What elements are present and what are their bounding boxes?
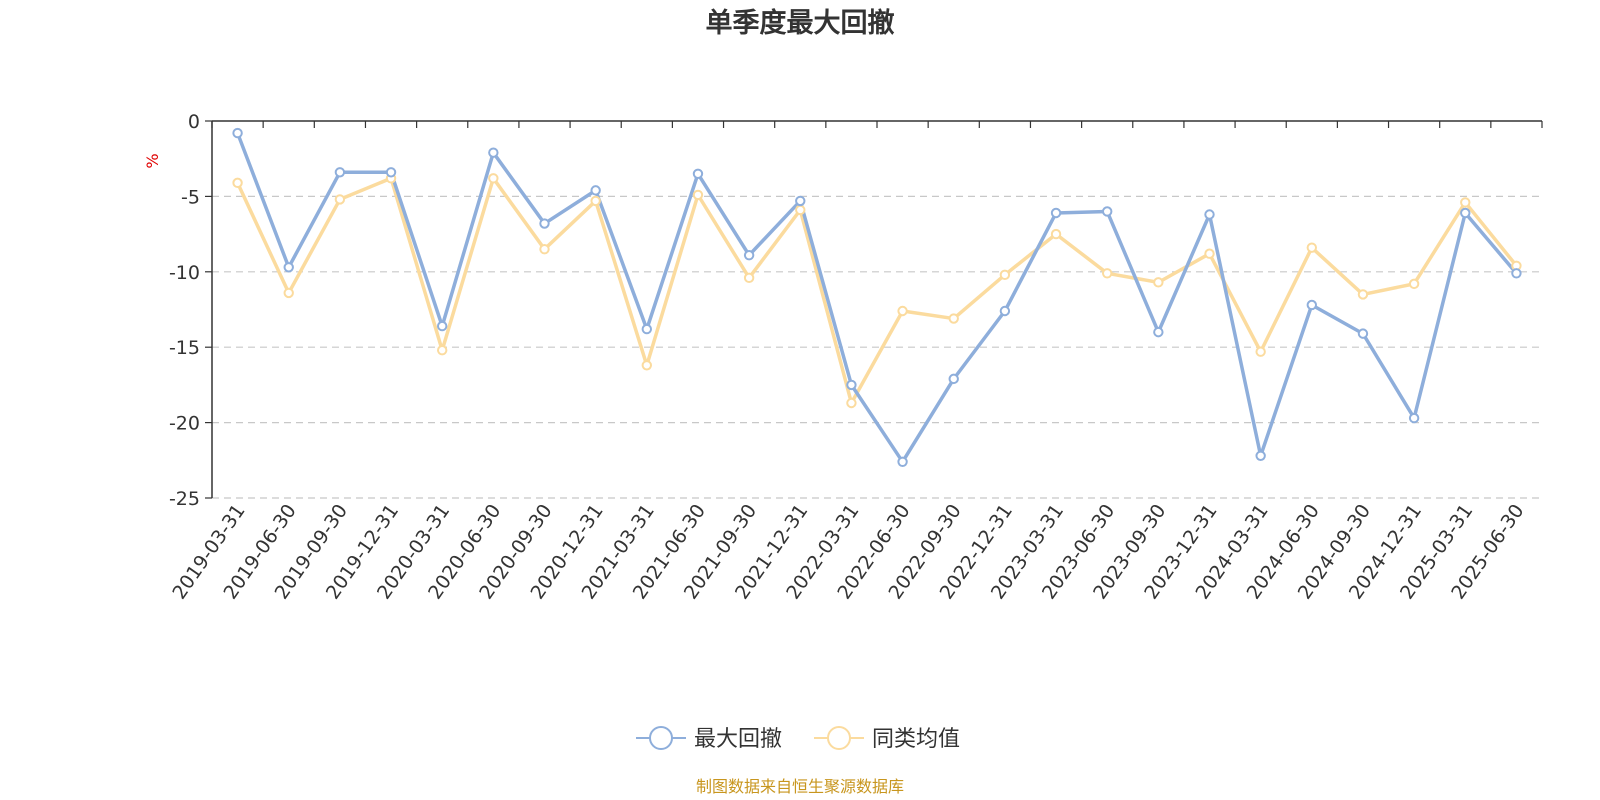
- legend-marker-1: [827, 726, 851, 750]
- y-tick-label: -15: [169, 337, 200, 359]
- data-point-series-0: [1204, 209, 1215, 220]
- data-point-series-1: [692, 189, 704, 201]
- data-point-series-1: [999, 269, 1011, 281]
- data-point-series-1: [1050, 228, 1062, 240]
- data-point-series-1: [590, 195, 601, 207]
- data-point-series-1: [795, 204, 806, 216]
- source-note: 制图数据来自恒生聚源数据库: [696, 777, 904, 796]
- y-axis-unit-label: %: [143, 153, 162, 168]
- data-point-series-1: [283, 287, 294, 299]
- data-point-series-0: [334, 167, 346, 178]
- data-point-series-0: [385, 167, 397, 178]
- data-point-series-0: [1153, 326, 1164, 338]
- data-point-series-1: [1153, 277, 1164, 288]
- data-point-series-0: [1511, 268, 1522, 279]
- data-point-series-0: [999, 305, 1011, 317]
- series-line-0: [235, 131, 1519, 464]
- data-point-series-1: [232, 177, 243, 189]
- y-tick-label: -5: [181, 186, 200, 208]
- y-tick-label: -25: [169, 488, 200, 510]
- data-point-series-1: [1408, 278, 1420, 290]
- data-point-series-1: [1101, 268, 1113, 279]
- y-tick-label: -20: [169, 413, 200, 435]
- data-point-series-1: [1306, 242, 1318, 253]
- legend-label-0: 最大回撤: [694, 727, 782, 752]
- data-point-series-0: [539, 218, 550, 229]
- data-point-series-0: [795, 195, 806, 207]
- data-point-series-1: [641, 360, 653, 371]
- data-point-series-1: [1357, 289, 1369, 300]
- data-point-series-0: [743, 250, 755, 261]
- data-point-series-1: [948, 313, 959, 324]
- data-point-series-0: [1101, 206, 1113, 217]
- data-point-series-1: [539, 243, 550, 255]
- data-point-series-0: [232, 127, 243, 139]
- data-point-series-0: [641, 323, 653, 335]
- data-point-series-1: [1460, 197, 1471, 208]
- data-point-series-0: [1050, 207, 1062, 219]
- y-tick-label: -10: [169, 262, 200, 284]
- data-point-series-1: [846, 397, 857, 409]
- data-point-series-0: [488, 147, 499, 158]
- series-line-1: [235, 176, 1519, 405]
- data-point-series-0: [1408, 412, 1420, 424]
- data-point-series-0: [1460, 207, 1471, 219]
- data-point-series-1: [1255, 346, 1266, 357]
- data-point-series-0: [436, 320, 448, 332]
- data-point-series-1: [897, 305, 908, 317]
- data-point-series-0: [897, 456, 908, 468]
- data-point-series-0: [1255, 450, 1266, 461]
- data-point-series-0: [846, 379, 857, 391]
- data-point-series-0: [948, 373, 959, 385]
- data-point-series-1: [436, 345, 448, 356]
- data-point-series-0: [692, 168, 704, 179]
- legend-marker-0: [649, 726, 673, 750]
- data-point-series-0: [1357, 328, 1369, 339]
- legend-label-1: 同类均值: [872, 727, 960, 752]
- data-point-series-1: [488, 173, 499, 184]
- data-point-series-0: [283, 262, 294, 273]
- data-point-series-1: [1204, 248, 1215, 259]
- y-tick-label: 0: [188, 111, 200, 133]
- data-point-series-0: [1306, 299, 1318, 311]
- chart-title: 单季度最大回撤: [706, 7, 895, 39]
- data-point-series-0: [590, 185, 601, 196]
- data-point-series-1: [743, 272, 755, 284]
- data-point-series-1: [334, 194, 346, 205]
